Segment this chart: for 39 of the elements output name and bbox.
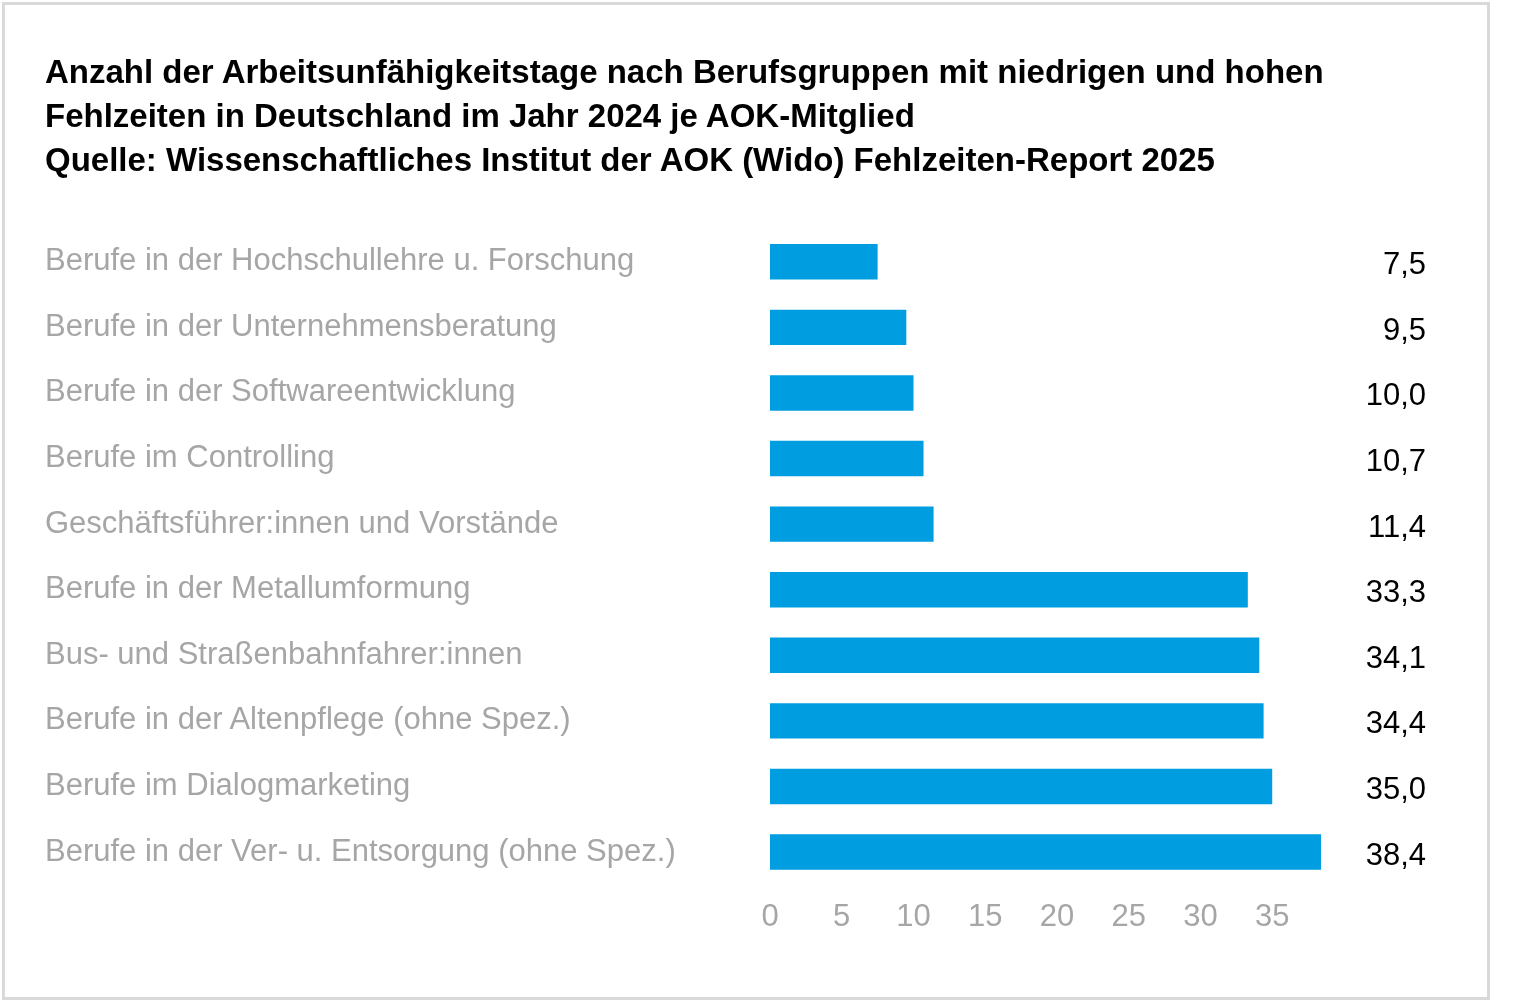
x-tick-label: 15 [967,897,1003,933]
data-label: 38,4 [1365,836,1426,872]
data-label: 35,0 [1365,770,1426,806]
y-tick-label: Berufe in der Altenpflege (ohne Spez.) [45,701,571,737]
y-tick-label: Berufe in der Metallumformung [45,570,471,606]
data-label: 7,5 [1382,246,1426,282]
bar [770,834,1321,870]
bar [770,637,1260,673]
data-label: 11,4 [1367,508,1426,544]
bar [770,309,907,346]
y-tick-label: Berufe in der Unternehmensberatung [45,307,557,343]
y-tick-label: Berufe in der Ver- u. Entsorgung (ohne Spez.) [45,832,676,868]
x-tick-label: 10 [896,897,931,933]
bar [770,703,1264,739]
chart-title: Anzahl der Arbeitsunfähigkeitstage nach Berufsgruppen mit niedrigen und hohen Fehlzeiten in Deutschland im Jahr 2024 je AOK-Mitglied Quelle: Wissenschaftliches Institut der AOK (Wido) Fehlzeiten-Report 2025 [45,52,1325,180]
x-tick-label: 35 [1254,897,1290,933]
y-tick-label: Berufe im Controlling [45,439,335,475]
y-tick-label: Bus- und Straßenbahnfahrer:innen [45,635,523,671]
data-label: 9,5 [1382,311,1426,347]
data-label: 10,0 [1365,377,1426,413]
bar [770,440,924,477]
y-tick-label: Geschäftsführer:innen und Vorstände [45,504,559,540]
x-tick-label: 30 [1183,897,1218,933]
bar [770,244,878,280]
x-tick-label: 0 [761,897,779,933]
data-label: 10,7 [1365,443,1426,479]
x-tick-label: 25 [1111,897,1146,933]
data-label: 33,3 [1365,574,1426,610]
bar [770,506,934,542]
y-tick-label: Berufe in der Softwareentwicklung [45,373,516,409]
bar [770,375,914,411]
x-tick-label: 5 [833,897,851,933]
bar [770,571,1248,608]
y-tick-label: Berufe in der Hochschullehre u. Forschung [45,242,635,278]
y-tick-label: Berufe im Dialogmarketing [45,766,411,802]
x-tick-label: 20 [1039,897,1075,933]
data-label: 34,4 [1365,705,1426,741]
data-label: 34,1 [1365,639,1426,675]
bar [770,768,1273,805]
